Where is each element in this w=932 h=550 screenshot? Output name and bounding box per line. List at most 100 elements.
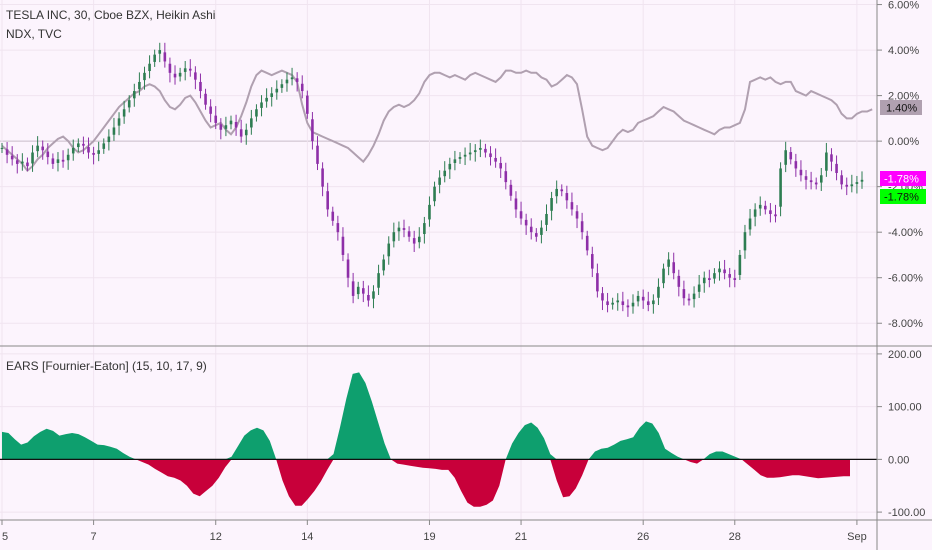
candle-body [133,91,136,99]
candle-body [107,136,111,143]
candle-body [321,168,324,187]
candle-body [799,169,803,176]
candle-body [718,268,721,273]
candle-body [214,115,218,123]
candle-body [489,153,492,158]
candle-body [224,125,228,129]
candle-body [672,262,676,274]
oscillator-axis-tick-label: 200.00 [888,349,922,361]
ndx-badge-label: 1.40% [886,103,917,115]
oscillator-legend-title[interactable]: EARS [Fournier-Eaton] (15, 10, 17, 9) [6,359,207,373]
candle-body [830,154,833,162]
candle-body [168,63,172,73]
main-price-pane[interactable] [0,42,873,317]
main-legend-title[interactable]: TESLA INC, 30, Cboe BZX, Heikin Ashi [6,8,215,22]
candle-body [122,109,126,117]
candle-body [692,293,696,300]
oscillator-value-axis[interactable]: 200.00 100.00 0.00 -100.00 [877,349,925,519]
candle-body [657,286,660,298]
candle-body [239,129,243,137]
oscillator-positive-area [2,372,850,460]
candle-body [519,211,523,219]
candle-body [112,127,116,135]
candle-body [825,152,828,171]
candle-body [555,188,558,197]
candle-body [748,218,752,230]
candle-body [306,95,309,114]
candle-body [509,184,513,196]
candle-body [5,149,9,155]
candle-body [351,281,355,296]
candle-body [61,159,65,162]
candle-body [26,162,29,167]
candle-body [392,232,396,242]
time-axis-tick-label: 21 [515,531,527,543]
main-axis-tick-label: -6.00% [888,273,923,285]
candle-body [850,184,854,187]
candle-body [438,177,441,185]
candle-body [356,286,360,295]
candle-body [499,162,502,169]
main-axis-tick-label: -4.00% [888,227,923,239]
candle-body [387,243,391,257]
candle-body [41,146,45,151]
candle-body [51,158,55,164]
candle-body [514,198,518,210]
candle-body [255,109,258,117]
oscillator-pane[interactable] [0,372,877,507]
candle-body [71,147,75,154]
time-axis[interactable]: 5 7 12 14 19 21 26 28 Sep [1,520,867,543]
candle-body [590,254,594,269]
candle-body [453,159,457,163]
candle-body [652,300,655,305]
candle-body [97,150,100,154]
candle-body [46,151,50,158]
candle-body [138,81,141,90]
candle-body [92,152,95,155]
time-axis-tick-label: 19 [423,531,435,543]
candle-body [728,274,731,278]
candle-body [219,124,223,130]
candle-body [662,268,665,284]
candle-body [204,93,207,105]
candle-body [326,191,329,210]
candle-body [611,302,614,305]
candle-body [779,168,782,207]
oscillator-negative-area [2,459,850,507]
time-axis-tick-label: 5 [2,531,8,543]
candle-body [570,202,574,210]
candle-body [575,211,579,219]
candle-body [382,259,385,271]
candle-body [36,145,39,152]
time-axis-tick-label: 14 [301,531,313,543]
candle-body [855,182,859,184]
candle-body [336,223,340,233]
candle-body [713,273,716,279]
candle-body [504,171,508,183]
candle-body [560,189,564,192]
candle-body [845,184,849,187]
candle-body [0,147,4,149]
candle-body [479,147,482,150]
candle-body [10,155,14,160]
candle-body [234,122,238,128]
candle-body [402,228,406,230]
ears-badge-label: -1.78% [884,192,919,204]
time-axis-tick-label: 7 [91,531,97,543]
candle-body [300,83,304,92]
candle-body [56,159,60,163]
time-axis-tick-label: 12 [210,531,222,543]
candle-body [804,176,808,180]
candle-body [580,221,584,233]
candle-body [733,278,737,280]
candle-body [153,54,156,62]
candle-body [188,68,192,71]
candle-body [244,129,248,136]
compare-legend-title[interactable]: NDX, TVC [6,27,62,41]
time-axis-tick-label: 26 [637,531,649,543]
time-axis-tick-label: 28 [729,531,741,543]
candle-body [346,259,350,278]
candle-body [423,223,426,235]
candle-body [127,100,131,108]
